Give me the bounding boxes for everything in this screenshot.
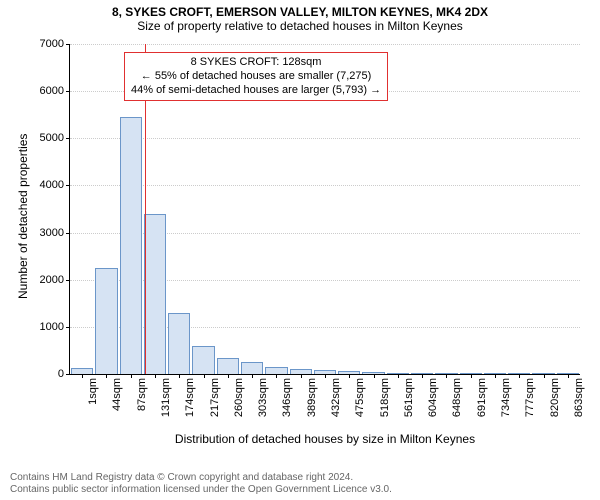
y-tick-label: 0 <box>58 368 70 380</box>
x-tick <box>568 374 569 378</box>
gridline <box>70 138 580 139</box>
histogram-bar <box>192 346 214 374</box>
x-tick <box>228 374 229 378</box>
x-tick <box>106 374 107 378</box>
plot-area: 010002000300040005000600070001sqm44sqm87… <box>70 44 580 374</box>
x-tick-label: 475sqm <box>354 374 366 424</box>
gridline <box>70 44 580 45</box>
histogram-chart: 8, SYKES CROFT, EMERSON VALLEY, MILTON K… <box>0 0 600 500</box>
x-tick <box>398 374 399 378</box>
x-axis-label: Distribution of detached houses by size … <box>70 432 580 446</box>
histogram-bar <box>120 117 142 374</box>
histogram-bar <box>95 268 117 374</box>
x-tick-label: 44sqm <box>111 374 123 424</box>
y-tick-label: 6000 <box>40 85 70 97</box>
info-line-3: 44% of semi-detached houses are larger (… <box>131 84 381 98</box>
chart-title: 8, SYKES CROFT, EMERSON VALLEY, MILTON K… <box>0 0 600 20</box>
x-tick <box>495 374 496 378</box>
x-tick <box>82 374 83 378</box>
gridline <box>70 185 580 186</box>
histogram-bar <box>265 367 287 374</box>
y-tick-label: 7000 <box>40 38 70 50</box>
x-tick-label: 1sqm <box>87 374 99 424</box>
x-tick-label: 777sqm <box>524 374 536 424</box>
x-tick <box>276 374 277 378</box>
x-tick <box>155 374 156 378</box>
y-tick-label: 1000 <box>40 321 70 333</box>
x-tick-label: 518sqm <box>379 374 391 424</box>
x-tick-label: 217sqm <box>209 374 221 424</box>
x-tick-label: 303sqm <box>257 374 269 424</box>
x-tick-label: 734sqm <box>500 374 512 424</box>
footer-line-1: Contains HM Land Registry data © Crown c… <box>10 472 590 484</box>
x-tick-label: 691sqm <box>476 374 488 424</box>
chart-subtitle: Size of property relative to detached ho… <box>0 20 600 36</box>
histogram-bar <box>241 362 263 374</box>
attribution-footer: Contains HM Land Registry data © Crown c… <box>10 472 590 496</box>
x-tick <box>349 374 350 378</box>
histogram-bar <box>144 214 166 374</box>
x-tick-label: 863sqm <box>573 374 585 424</box>
x-tick <box>131 374 132 378</box>
x-tick-label: 389sqm <box>306 374 318 424</box>
footer-line-2: Contains public sector information licen… <box>10 484 590 496</box>
x-tick-label: 346sqm <box>281 374 293 424</box>
y-axis-label: Number of detached properties <box>16 134 30 299</box>
x-tick-label: 604sqm <box>427 374 439 424</box>
x-tick-label: 174sqm <box>184 374 196 424</box>
histogram-bar <box>168 313 190 374</box>
x-tick <box>519 374 520 378</box>
y-tick-label: 2000 <box>40 274 70 286</box>
x-tick <box>471 374 472 378</box>
y-tick-label: 4000 <box>40 179 70 191</box>
x-tick <box>204 374 205 378</box>
x-tick <box>325 374 326 378</box>
x-tick <box>374 374 375 378</box>
x-tick <box>422 374 423 378</box>
y-tick-label: 3000 <box>40 227 70 239</box>
x-tick-label: 131sqm <box>160 374 172 424</box>
histogram-bar <box>217 358 239 375</box>
y-tick-label: 5000 <box>40 132 70 144</box>
x-tick-label: 561sqm <box>403 374 415 424</box>
info-line-2: ← 55% of detached houses are smaller (7,… <box>131 70 381 84</box>
x-tick-label: 432sqm <box>330 374 342 424</box>
x-tick-label: 648sqm <box>451 374 463 424</box>
x-tick <box>446 374 447 378</box>
info-line-1: 8 SYKES CROFT: 128sqm <box>131 56 381 70</box>
x-tick-label: 820sqm <box>549 374 561 424</box>
x-tick <box>179 374 180 378</box>
x-tick-label: 260sqm <box>233 374 245 424</box>
x-tick <box>252 374 253 378</box>
x-tick <box>301 374 302 378</box>
x-tick <box>544 374 545 378</box>
x-tick-label: 87sqm <box>136 374 148 424</box>
info-box: 8 SYKES CROFT: 128sqm← 55% of detached h… <box>124 52 388 101</box>
